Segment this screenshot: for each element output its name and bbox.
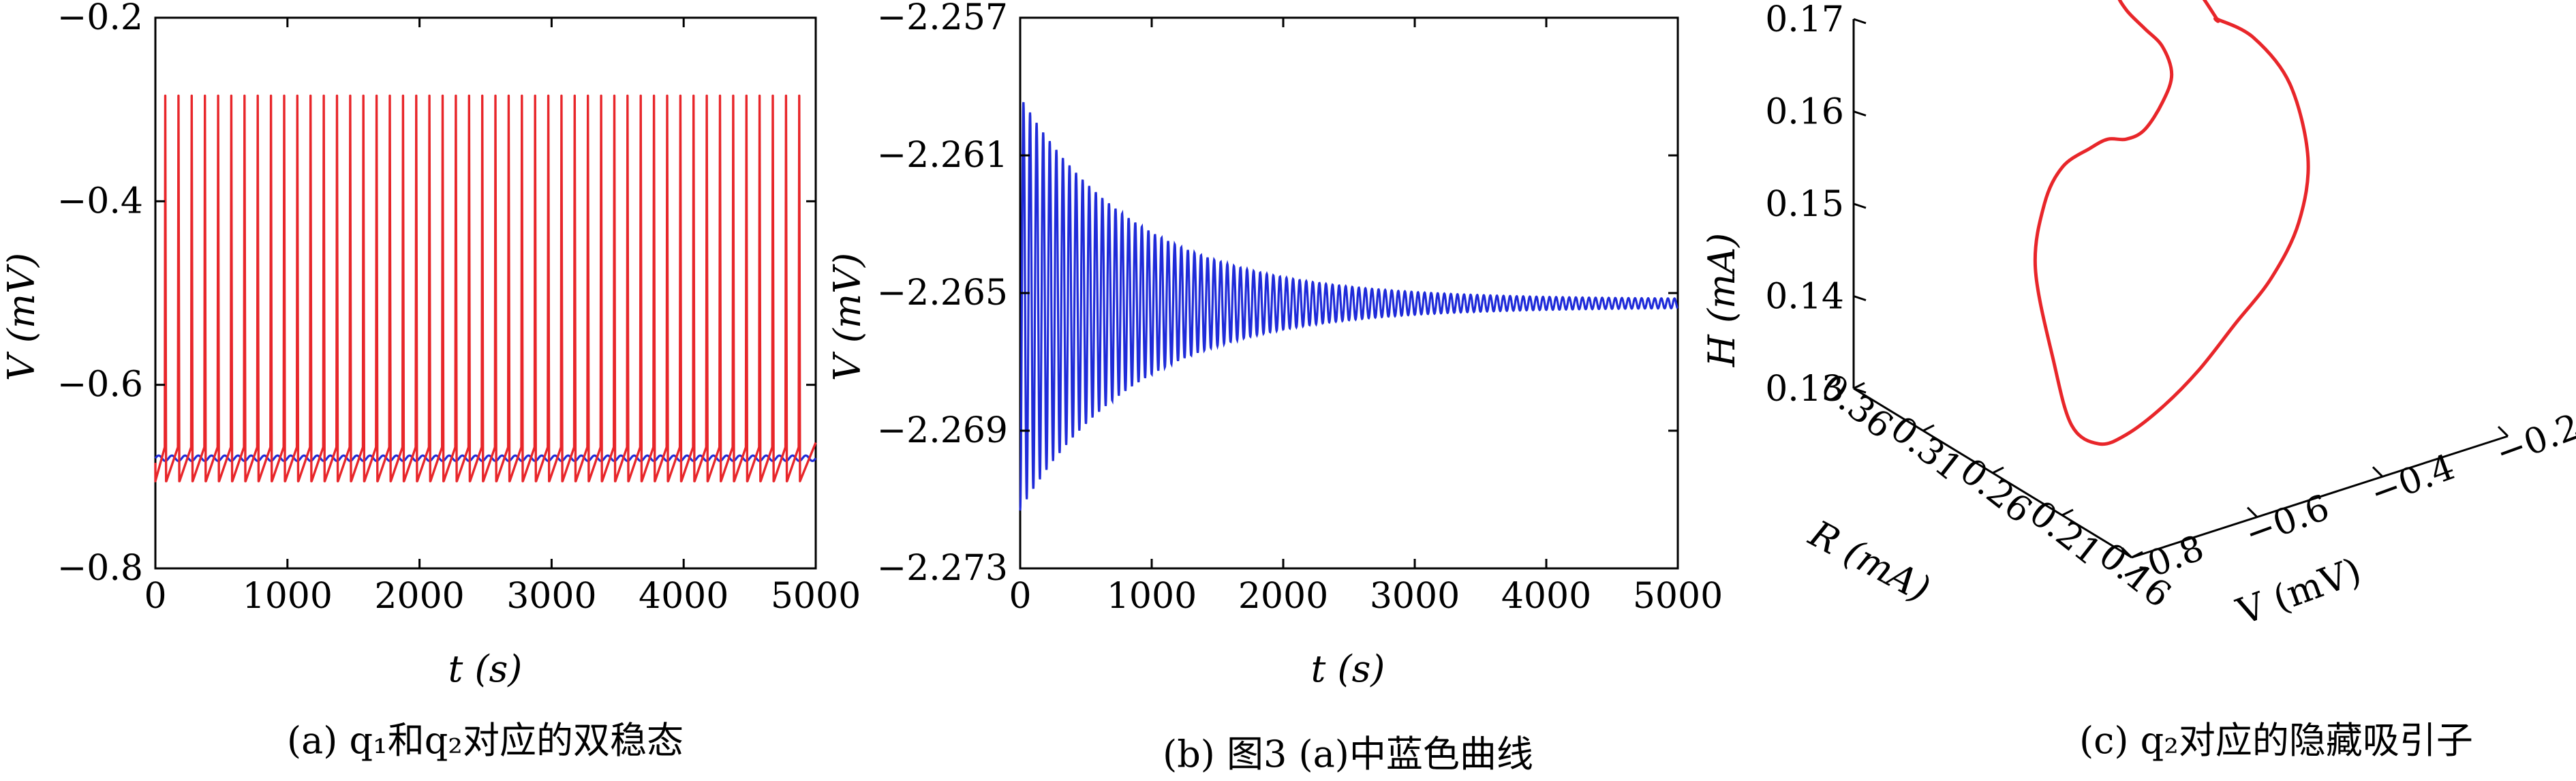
c-caption: (c) q₂对应的隐藏吸引子 <box>2079 719 2473 762</box>
b-ylabel: V (mV) <box>826 253 869 382</box>
b-xlabel: t (s) <box>1311 647 1385 690</box>
b-xtick-label: 0 <box>1009 576 1031 617</box>
c-series-attractor <box>2033 0 2310 446</box>
a-ticks: 0 1000 2000 3000 4000 5000 −0.8 −0.6 −0.4 −0.2 <box>57 0 861 617</box>
c-vtick <box>2497 425 2509 438</box>
b-caption: (b) 图3 (a)中蓝色曲线 <box>1163 733 1533 776</box>
b-xtick-label: 5000 <box>1633 576 1723 617</box>
panel-a: 0 1000 2000 3000 4000 5000 −0.8 −0.6 −0.4 −0.2 V … <box>0 0 861 762</box>
c-plot-area <box>2033 0 2310 446</box>
b-ticks: 0 1000 2000 3000 4000 5000 −2.273 −2.269 −2.265 −… <box>877 0 1723 617</box>
b-plot-area <box>1019 16 1679 570</box>
b-ytick-label: −2.269 <box>877 410 1008 451</box>
c-vtick-label: −0.4 <box>2365 447 2460 515</box>
c-ztick-label: 0.13 <box>1765 369 1844 410</box>
c-rtick <box>1992 466 2004 474</box>
a-ylabel: V (mV) <box>0 253 43 382</box>
c-xlabel: V (mV) <box>2230 549 2367 634</box>
c-rtick <box>1853 382 1865 390</box>
c-ztick <box>1853 295 1867 301</box>
b-xtick-label: 2000 <box>1238 576 1328 617</box>
c-ztick <box>1853 387 1867 394</box>
a-caption: (a) q₁和q₂对应的双稳态 <box>287 719 684 762</box>
c-vtick-label: −0.6 <box>2240 487 2335 555</box>
c-axes: 0.130.140.150.160.170.360.310.260.210.16… <box>1765 0 2576 616</box>
a-plot-area <box>154 16 817 570</box>
b-ytick-label: −2.257 <box>877 0 1008 38</box>
a-xtick-label: 2000 <box>374 576 464 617</box>
b-xtick-label: 3000 <box>1370 576 1460 617</box>
b-ytick-label: −2.261 <box>877 135 1008 176</box>
b-ytick-label: −2.273 <box>877 548 1008 589</box>
c-rtick <box>2131 551 2143 559</box>
b-xtick-label: 4000 <box>1501 576 1591 617</box>
b-series-damped <box>1019 102 1678 511</box>
c-rtick <box>2061 508 2074 517</box>
c-ztick <box>1853 110 1867 117</box>
a-frame <box>154 16 817 570</box>
a-xtick-label: 5000 <box>771 576 861 617</box>
b-ytick-label: −2.265 <box>877 273 1008 313</box>
c-vtick <box>2372 466 2384 478</box>
c-ztick-label: 0.15 <box>1765 184 1844 225</box>
c-ztick-label: 0.14 <box>1765 277 1844 318</box>
c-ztick-label: 0.17 <box>1765 0 1844 40</box>
a-series-rest <box>154 454 817 463</box>
a-xtick-label: 3000 <box>506 576 596 617</box>
c-vtick <box>2246 506 2258 518</box>
c-vtick-label: −0.2 <box>2491 406 2576 474</box>
c-ztick <box>1853 202 1867 209</box>
c-ztick-label: 0.16 <box>1765 92 1844 133</box>
b-frame <box>1019 16 1679 570</box>
a-xlabel: t (s) <box>448 647 523 690</box>
a-xtick-label: 0 <box>144 576 166 617</box>
a-series-spiking <box>154 94 817 483</box>
c-zlabel: H (mA) <box>1700 233 1743 368</box>
panel-b: 0 1000 2000 3000 4000 5000 −2.273 −2.269 −2.265 −… <box>826 0 1723 776</box>
a-ytick-label: −0.6 <box>57 365 143 405</box>
c-ylabel: R (mA) <box>1802 512 1937 611</box>
c-vtick <box>2121 547 2133 559</box>
a-ytick-label: −0.4 <box>57 181 143 221</box>
a-xtick-label: 4000 <box>639 576 729 617</box>
c-vaxis <box>2131 435 2509 559</box>
a-ytick-label: −0.8 <box>57 548 143 589</box>
c-rtick <box>1922 424 1935 432</box>
c-ztick <box>1853 18 1867 25</box>
a-ytick-label: −0.2 <box>57 0 143 38</box>
a-xtick-label: 1000 <box>243 576 333 617</box>
panel-c: 0.130.140.150.160.170.360.310.260.210.16… <box>1700 0 2576 762</box>
b-xtick-label: 1000 <box>1107 576 1197 617</box>
